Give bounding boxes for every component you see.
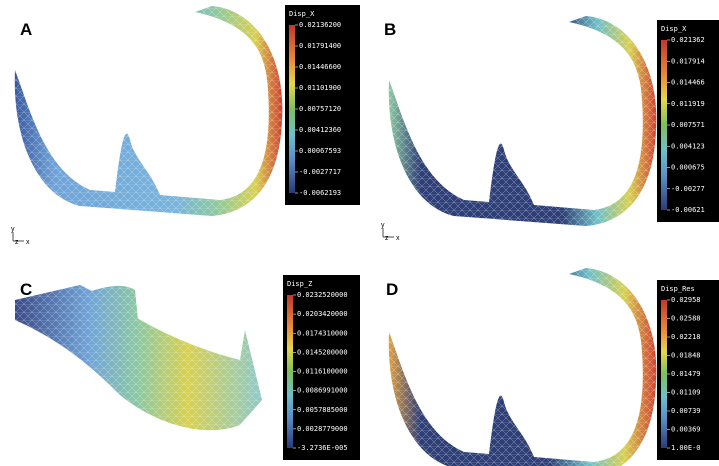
axis-triad: y z x <box>11 226 30 246</box>
colorbar-gradient <box>661 40 667 210</box>
colorbar-bg <box>657 20 719 222</box>
axis-y: y <box>11 226 15 233</box>
colorbar-gradient <box>287 295 293 448</box>
colorbar-title: Disp_Res <box>661 285 695 293</box>
panel-label: D <box>386 280 398 299</box>
colorbar-tick-label: -0.0062193 <box>299 189 341 197</box>
colorbar-tick-label: 0.02588 <box>671 315 701 323</box>
axis-z: z <box>385 235 389 242</box>
mesh-lines <box>388 16 657 226</box>
colorbar-tick-label: 0.0174310000 <box>297 329 348 337</box>
colorbar-tick-label: 0.01101900 <box>299 84 341 92</box>
panel-d: D <box>386 268 657 466</box>
colorbars: Disp_X 0.02136200 0.01791400 0.01446600 0.01… <box>283 5 719 460</box>
colorbar-tick-label: 0.00369 <box>671 426 701 434</box>
colorbar-tick-label: 0.0086991000 <box>297 387 348 395</box>
panel-label: B <box>384 20 396 39</box>
axis-x: x <box>396 235 400 242</box>
colorbar-tick-label: 0.02218 <box>671 333 701 341</box>
colorbar-gradient <box>289 25 295 193</box>
colorbar-tick-label: -0.0027717 <box>299 168 341 176</box>
colorbar: Disp_Res 0.02958 0.02588 0.02218 0.01848 0.01… <box>657 280 719 460</box>
colorbar-tick-label: 0.0232520000 <box>297 291 348 299</box>
colorbar-tick-label: 0.021362 <box>671 36 705 44</box>
colorbar: Disp_X 0.021362 0.017914 0.014466 0.011919 0.… <box>657 20 719 222</box>
colorbar-tick-label: 0.01848 <box>671 352 701 360</box>
axis-triad: y z x <box>381 222 400 242</box>
colorbar-tick-label: 0.004123 <box>671 142 705 150</box>
axis-y: y <box>381 222 385 229</box>
colorbar: Disp_Z 0.0232520000 0.0203420000 0.01743100… <box>283 275 360 460</box>
colorbar-title: Disp_X <box>289 10 315 18</box>
colorbar-tick-label: 0.000675 <box>671 164 705 172</box>
panel-label: A <box>20 20 32 39</box>
colorbar-title: Disp_Z <box>287 280 312 288</box>
colorbar-title: Disp_X <box>661 25 687 33</box>
colorbar-bg <box>657 280 719 460</box>
colorbar-tick-label: 0.017914 <box>671 57 705 65</box>
colorbar-tick-label: 0.0116100000 <box>297 368 348 376</box>
panel-c: C <box>15 280 262 431</box>
panel-b: B y z x <box>381 16 657 242</box>
colorbar-tick-label: 0.0057885000 <box>297 406 348 414</box>
axis-x: x <box>26 239 30 246</box>
colorbar-tick-label: 0.0028779000 <box>297 425 348 433</box>
colorbar-tick-label: 0.02958 <box>671 296 701 304</box>
colorbar-tick-label: 0.014466 <box>671 79 705 87</box>
panel-label: C <box>20 280 32 299</box>
mesh-lines <box>388 268 657 466</box>
colorbar-tick-label: 0.00412360 <box>299 126 341 134</box>
colorbar-tick-label: 0.0145200000 <box>297 348 348 356</box>
colorbar-tick-label: 0.01479 <box>671 370 701 378</box>
colorbar-tick-label: 0.01446600 <box>299 63 341 71</box>
colorbar-bg <box>285 5 360 205</box>
colorbar-tick-label: 0.00757120 <box>299 105 341 113</box>
colorbar-tick-label: -3.2736E-005 <box>297 444 348 452</box>
colorbar-tick-label: 1.00E-0 <box>671 444 701 452</box>
panel-a: A y z x <box>11 6 283 246</box>
colorbar-tick-label: 0.01791400 <box>299 42 341 50</box>
mesh-lines <box>14 6 283 216</box>
colorbar-tick-label: 0.00067593 <box>299 147 341 155</box>
mesh-lines <box>15 285 262 431</box>
axis-z: z <box>15 239 19 246</box>
colorbar-tick-label: 0.01109 <box>671 389 701 397</box>
colorbar-tick-label: -0.00621 <box>671 206 705 214</box>
colorbar-gradient <box>661 300 667 448</box>
colorbar-tick-label: 0.00739 <box>671 407 701 415</box>
colorbar-tick-label: 0.011919 <box>671 100 705 108</box>
colorbar-tick-label: 0.0203420000 <box>297 310 348 318</box>
colorbar-tick-label: 0.02136200 <box>299 21 341 29</box>
colorbar-tick-label: 0.007571 <box>671 121 705 129</box>
colorbar-tick-label: -0.00277 <box>671 185 705 193</box>
colorbar: Disp_X 0.02136200 0.01791400 0.01446600 0.01… <box>285 5 360 205</box>
